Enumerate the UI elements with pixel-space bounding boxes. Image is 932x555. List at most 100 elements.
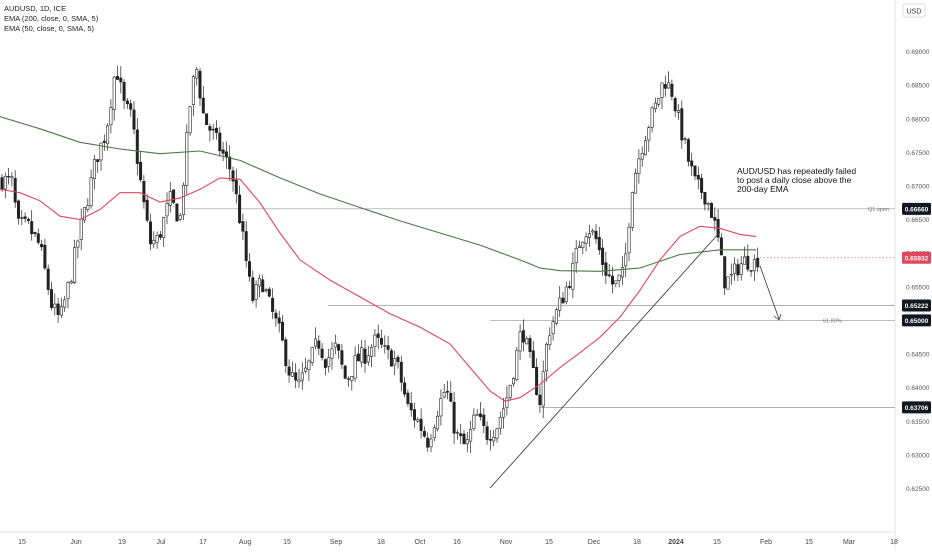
candle-body [544,343,548,372]
candle [215,120,219,140]
chart-annotation[interactable]: AUD/USD has repeatedly failed to post a … [737,167,857,194]
candle-body [627,226,631,254]
candle-body [168,191,172,206]
candle-body [56,303,60,315]
y-tick-label: 0.65500 [906,284,930,291]
candle-body [505,397,509,408]
ema200-legend[interactable]: EMA (200, close, 0, SMA, 5) [4,14,99,23]
candle [706,201,710,211]
candle [551,316,555,341]
x-tick-label: 18 [633,539,641,546]
candle [700,173,704,200]
candle [155,231,159,249]
y-tick-label: 0.64500 [906,352,930,359]
price-badge-label: 0.65222 [905,303,929,310]
ema50-legend[interactable]: EMA (50, close, 0, SMA, 5) [4,24,95,33]
candle-body [657,97,661,105]
candle-body [568,286,572,288]
symbol-title[interactable]: AUDUSD, 1D, ICE [4,4,67,13]
candle-body [449,392,453,402]
candle [485,421,489,445]
candle [89,169,93,209]
candle [43,238,47,271]
x-tick-label: 18 [890,539,898,546]
candle-body [175,203,179,222]
candle-body [188,106,192,134]
currency-box[interactable] [902,3,926,18]
candle-body [142,181,146,203]
price-badge-label: 0.65000 [905,318,929,325]
projection-arrow[interactable] [759,265,780,320]
x-tick-label: 15 [805,539,813,546]
candle-body [36,233,40,243]
candle-body [356,353,360,362]
candle [234,168,238,204]
candle [313,327,317,350]
candle [158,230,162,241]
candle-body [224,151,228,158]
price-axis[interactable] [895,0,932,550]
candle-body [653,102,657,110]
candle-body [686,139,690,162]
candle [492,429,496,447]
candle [587,224,591,247]
candle-body [267,288,271,297]
candle [30,210,34,241]
candle-body [610,275,614,285]
candle [221,141,225,161]
candle [719,233,723,256]
candle-body [313,338,317,347]
candle [733,257,737,281]
candle [267,286,271,298]
candle-body [373,334,377,347]
candle-body [172,189,176,203]
candle-body [13,178,17,203]
candle [83,207,87,223]
candle [337,343,341,360]
candle [657,97,661,107]
trendline[interactable] [489,231,721,489]
candle-body [274,312,278,319]
candle-body [634,173,638,194]
candle-body [736,264,740,276]
candle [502,397,506,429]
candle-body [320,348,324,358]
candle [122,79,126,110]
candle [102,134,106,151]
candle [610,266,614,294]
candle [191,74,195,116]
candle [86,198,90,213]
candle-body [304,367,308,372]
candle [112,75,116,121]
candle [643,135,647,156]
candle [508,384,512,401]
candle-body [713,216,717,221]
x-axis-ticks: 15 Jun 19 Jul 17 Aug 15 Sep 18 Oct 16 Nov 15 Dec 18 202… [18,539,898,546]
level-label: Q1 open [868,207,889,213]
candle [597,227,601,255]
candle [379,329,383,349]
candle-body [726,276,730,290]
candle [294,363,298,389]
candle [152,231,156,249]
candle [129,99,133,117]
candle-body [647,127,651,141]
x-tick-label: Oct [415,539,426,546]
candle [409,392,413,417]
candle [257,274,261,298]
candle-body [624,253,628,267]
candle-body [122,81,126,101]
candle-body [426,437,430,448]
candle-body [752,259,756,272]
candle [330,341,334,370]
candle-body [205,113,209,126]
x-tick-label: Jun [70,539,81,546]
price-badge [902,299,931,312]
candle [376,324,380,350]
candle [244,220,248,268]
candle-body [129,103,133,110]
candle [686,137,690,167]
candle-body [746,255,750,270]
candle-body [412,409,416,421]
